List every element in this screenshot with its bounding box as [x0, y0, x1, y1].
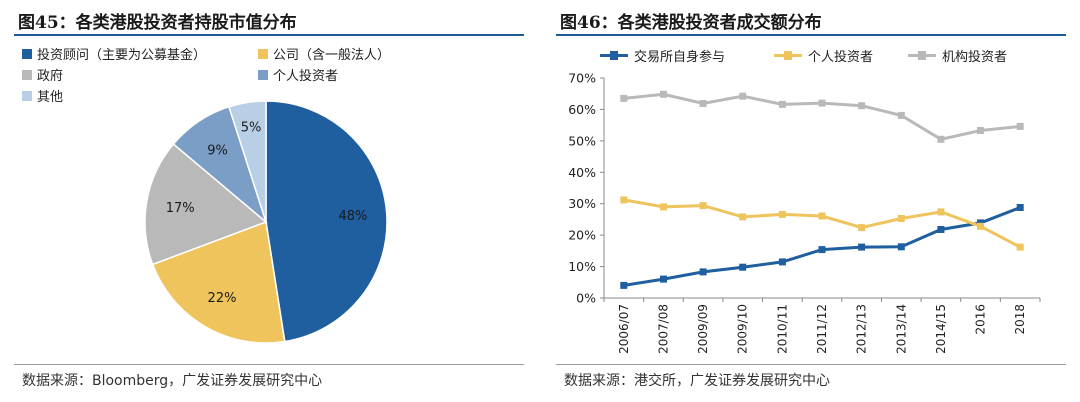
series-point: [818, 212, 826, 220]
x-tick-label: 2012/13: [855, 304, 869, 354]
series-point: [660, 203, 667, 211]
legend-item-government: 政府: [22, 65, 63, 84]
series-point: [937, 226, 945, 233]
series-point: [897, 215, 905, 222]
series-point: [739, 263, 747, 271]
series-point: [858, 224, 866, 232]
legend-swatch: [22, 48, 32, 59]
x-tick-label: 2014/15: [934, 304, 948, 354]
series-point: [937, 208, 945, 216]
x-tick-label: 2010/11: [775, 304, 789, 354]
legend-item-institutional: 机构投资者: [908, 46, 1007, 65]
figure-46-title: 图46：各类港股投资者成交额分布: [560, 13, 822, 33]
series-point: [977, 127, 984, 134]
pie-slice-label: 22%: [208, 291, 237, 306]
legend-line-swatch: [774, 51, 802, 60]
series-point: [858, 243, 866, 251]
series-point: [660, 90, 667, 98]
x-tick-label: 2006/07: [617, 304, 631, 354]
legend-line-swatch: [908, 51, 936, 60]
series-point: [778, 258, 786, 266]
source-divider: [14, 364, 524, 365]
title-divider: [14, 34, 524, 36]
legend-label: 个人投资者: [808, 50, 874, 65]
y-tick-label: 40%: [568, 165, 596, 180]
y-tick-label: 10%: [568, 259, 596, 274]
series-line: [623, 198, 1021, 249]
series-point: [699, 268, 707, 276]
pie-slice-label: 9%: [207, 144, 228, 159]
legend-label: 投资顾问（主要为公募基金）: [37, 48, 207, 63]
series-point: [818, 246, 826, 254]
series-point: [897, 243, 905, 251]
legend-item-retail: 个人投资者: [774, 46, 873, 65]
pie-slice-label: 5%: [241, 120, 262, 135]
figure-46-source: 数据来源：港交所，广发证券发展研究中心: [564, 373, 830, 389]
series-point: [739, 92, 747, 100]
series-point: [897, 111, 905, 119]
legend-swatch: [258, 48, 268, 59]
series-point: [858, 102, 866, 110]
series-point: [699, 202, 707, 210]
legend-item-corporates: 公司（含一般法人）: [258, 44, 390, 63]
legend-label: 机构投资者: [942, 50, 1008, 65]
series-point: [699, 100, 707, 107]
x-tick-label: 2016: [974, 304, 988, 335]
y-tick-label: 60%: [568, 102, 596, 117]
y-tick-label: 0%: [576, 291, 596, 306]
series-point: [818, 99, 826, 107]
series-point: [937, 135, 945, 143]
figure-45-panel: 图45：各类港股投资者持股市值分布 投资顾问（主要为公募基金） 公司（含一般法人…: [0, 0, 538, 402]
legend-label: 个人投资者: [273, 69, 339, 84]
pie-slice: [144, 143, 268, 266]
series-point: [620, 94, 628, 102]
y-tick-label: 70%: [568, 71, 596, 86]
legend-label: 交易所自身参与: [634, 50, 726, 65]
pie-slice-label: 48%: [338, 209, 367, 224]
series-point: [778, 100, 786, 108]
series-point: [1016, 243, 1024, 251]
title-divider: [556, 34, 1066, 36]
legend-item-individuals: 个人投资者: [258, 65, 338, 84]
y-tick-label: 50%: [568, 133, 596, 148]
legend-label: 政府: [37, 69, 64, 84]
pie-slice: [265, 100, 388, 343]
legend-item-exchange: 交易所自身参与: [600, 46, 725, 65]
legend-label: 其他: [37, 90, 64, 105]
figure-46-panel: 图46：各类港股投资者成交额分布 交易所自身参与 个人投资者 机构投资者 0% 1…: [542, 0, 1080, 402]
x-tick-label: 2018: [1013, 304, 1027, 335]
series-point: [620, 196, 628, 204]
legend-swatch: [22, 90, 32, 101]
legend-swatch: [22, 69, 32, 80]
series-point: [778, 210, 786, 218]
legend-swatch: [258, 69, 268, 80]
figure-45-title: 图45：各类港股投资者持股市值分布: [18, 13, 297, 33]
series-point: [739, 213, 747, 221]
series-point: [620, 281, 628, 289]
legend-item-others: 其他: [22, 86, 63, 105]
figure-45-source: 数据来源：Bloomberg，广发证券发展研究中心: [22, 373, 323, 389]
series-point: [1016, 122, 1024, 130]
series-point: [977, 222, 984, 230]
x-tick-label: 2011/12: [815, 304, 829, 354]
x-tick-label: 2013/14: [894, 304, 908, 354]
pie-slice-label: 17%: [166, 201, 195, 216]
x-tick-label: 2009/09: [696, 304, 710, 354]
x-tick-label: 2009/10: [736, 304, 750, 354]
pie-slice: [228, 100, 267, 223]
y-tick-label: 20%: [568, 228, 596, 243]
legend-item-advisors: 投资顾问（主要为公募基金）: [22, 44, 206, 63]
series-point: [660, 275, 667, 283]
legend-label: 公司（含一般法人）: [273, 48, 391, 63]
y-tick-label: 30%: [568, 196, 596, 211]
pie-chart: 48% 22% 17% 9% 5%: [144, 100, 388, 344]
series-point: [1016, 204, 1024, 211]
source-divider: [556, 364, 1066, 365]
legend-line-swatch: [600, 51, 628, 60]
line-chart: 0% 10% 20% 30% 40% 50% 60% 70% 2006/07 2007/08 200…: [568, 71, 1041, 354]
x-tick-label: 2007/08: [656, 304, 670, 354]
